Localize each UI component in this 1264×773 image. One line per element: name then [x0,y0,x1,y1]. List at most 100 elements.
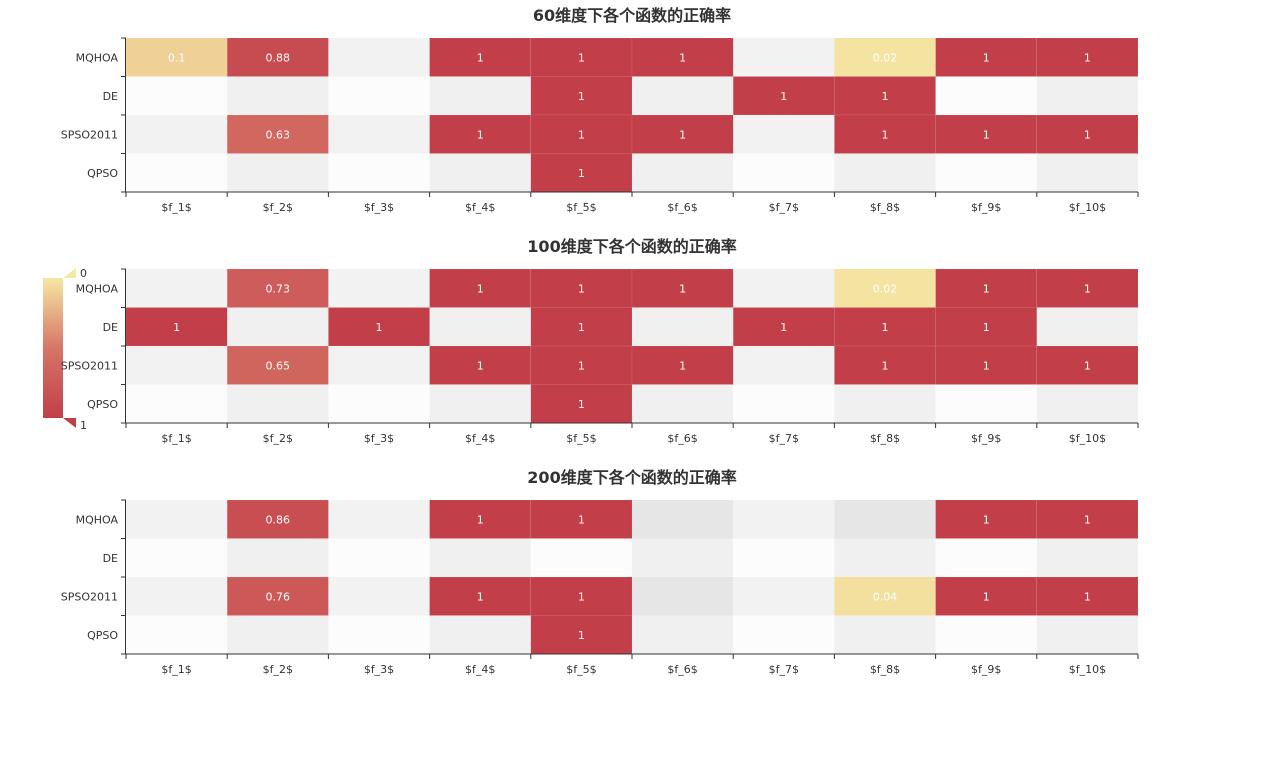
cell-value-label: 1 [882,90,889,103]
background-cell [1036,615,1138,654]
cell-value-label: 1 [173,321,180,334]
heatmap-cell[interactable] [1036,37,1139,77]
heatmap-cell[interactable] [226,345,329,385]
y-tick-label: QPSO [87,629,118,642]
visual-map-handle-top[interactable] [63,268,76,278]
y-tick-label: DE [103,552,118,565]
heatmap-cell[interactable] [834,345,936,385]
heatmap-cell[interactable] [1036,268,1139,308]
background-cell [935,153,1037,192]
heatmap-cell[interactable] [631,114,734,154]
heatmap-cell[interactable] [530,499,633,539]
heatmap-cell[interactable] [631,37,734,77]
x-tick-label: $f_6$ [667,432,697,445]
x-tick-label: $f_6$ [667,663,697,676]
x-tick-label: $f_4$ [465,201,495,214]
cell-value-label: 1 [578,398,585,411]
cell-value-label: 1 [578,590,585,603]
heatmap-cell[interactable] [935,345,1038,385]
x-tick-label: $f_1$ [161,663,191,676]
chart-title: 60维度下各个函数的正确率 [533,6,731,25]
cell-value-label: 1 [578,629,585,642]
heatmap-cell[interactable] [226,37,329,77]
heatmap-cell[interactable] [834,268,936,308]
y-tick-label: SPSO2011 [61,128,118,141]
heatmap-cell[interactable] [732,307,835,347]
x-tick-label: $f_9$ [971,663,1001,676]
visual-map-bar[interactable] [43,278,63,418]
cell-value-label: 0.86 [266,513,291,526]
x-tick-label: $f_2$ [263,432,293,445]
cell-value-label: 1 [1084,513,1091,526]
heatmap-cell[interactable] [530,384,633,424]
heatmap-cell[interactable] [935,499,1038,539]
heatmap-cell[interactable] [226,114,329,154]
heatmap-cell[interactable] [429,345,532,385]
background-cell [227,384,329,423]
background-cell [834,615,936,654]
heatmap-cell[interactable] [429,499,532,539]
heatmap-cell[interactable] [834,114,936,154]
heatmap-cell[interactable] [834,307,936,347]
cell-value-label: 1 [477,128,484,141]
visual-map-handle-bottom[interactable] [63,418,76,428]
heatmap-cell[interactable] [429,114,532,154]
heatmap-cell[interactable] [530,114,633,154]
background-cell [429,615,531,654]
heatmap-cell[interactable] [935,307,1038,347]
heatmap-cell[interactable] [1036,499,1139,539]
heatmap-cell[interactable] [1036,576,1139,616]
heatmap-cell[interactable] [125,37,228,77]
heatmap-cell[interactable] [631,345,734,385]
heatmap-cell[interactable] [530,307,633,347]
cell-value-label: 1 [578,321,585,334]
heatmap-cell[interactable] [732,76,835,116]
x-tick-label: $f_2$ [263,663,293,676]
heatmap-cell[interactable] [530,37,633,77]
heatmap-cell[interactable] [935,114,1038,154]
heatmap-cell[interactable] [530,345,633,385]
heatmap-cell[interactable] [631,268,734,308]
x-tick-label: $f_9$ [971,201,1001,214]
cell-value-label: 1 [578,359,585,372]
cell-value-label: 1 [983,590,990,603]
heatmap-cell[interactable] [530,153,633,193]
background-cell [935,76,1037,115]
cell-value-label: 0.02 [873,51,898,64]
background-cell [1036,538,1138,577]
background-cell [429,538,531,577]
heatmap-cell[interactable] [429,268,532,308]
y-tick-label: SPSO2011 [61,359,118,372]
cell-value-label: 1 [1084,359,1091,372]
heatmap-cell[interactable] [125,307,228,347]
heatmap-cell[interactable] [834,37,936,77]
heatmap-cell[interactable] [530,76,633,116]
background-cell [733,500,835,539]
heatmap-cell[interactable] [935,37,1038,77]
heatmap-cell[interactable] [834,576,936,616]
heatmap-cell[interactable] [935,576,1038,616]
background-cell [227,615,329,654]
background-cell [733,538,835,577]
heatmap-cell[interactable] [530,615,633,655]
y-tick-label: QPSO [87,167,118,180]
cell-value-label: 1 [780,90,787,103]
heatmap-cell[interactable] [226,576,329,616]
cell-value-label: 1 [477,590,484,603]
heatmap-cell[interactable] [328,307,430,347]
cell-value-label: 1 [679,128,686,141]
heatmap-cell[interactable] [429,37,532,77]
heatmap-cell[interactable] [429,576,532,616]
background-cell [1036,76,1138,115]
background-cell [227,307,329,346]
heatmap-cell[interactable] [226,499,329,539]
heatmap-grid-2: 100维度下各个函数的正确率 0.73 1 1 1 0.02 1 1 1 1 1 1 1 1 0.65 1 1 1… [61,237,1139,445]
background-cell [126,384,228,423]
visual-map-max-label: 1 [80,419,87,432]
heatmap-cell[interactable] [1036,345,1139,385]
heatmap-cell[interactable] [1036,114,1139,154]
heatmap-cell[interactable] [530,268,633,308]
heatmap-cell[interactable] [226,268,329,308]
visual-map-legend[interactable]: 01 [43,267,87,432]
background-cell [227,538,329,577]
